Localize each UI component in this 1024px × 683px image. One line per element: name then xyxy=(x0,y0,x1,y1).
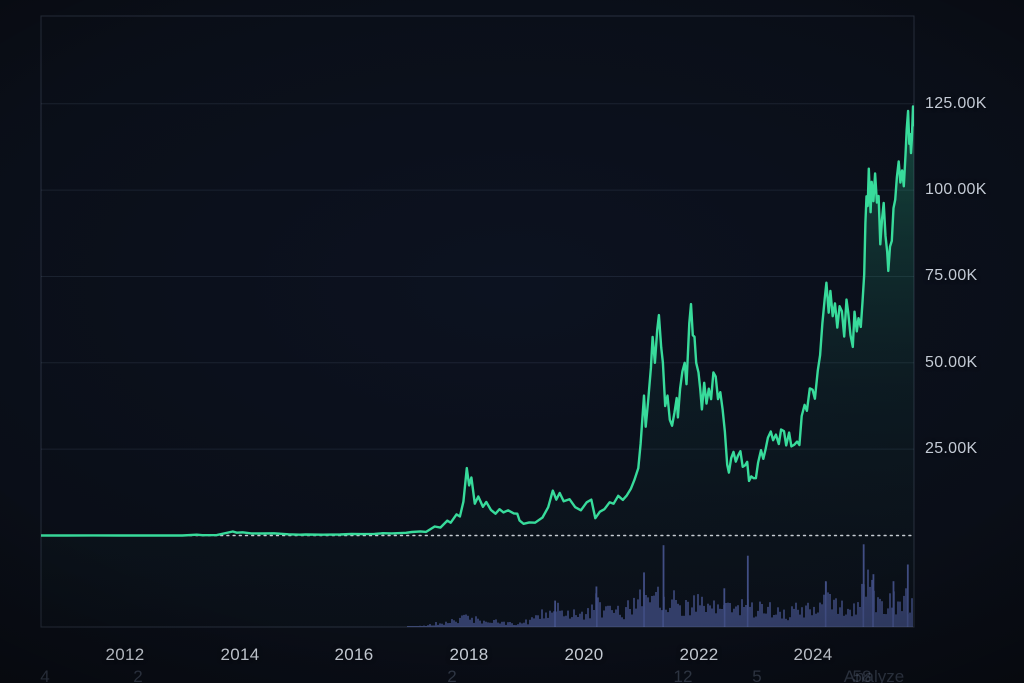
x-axis-tick-label: 2016 xyxy=(334,645,374,664)
footer-fragment-text: 12 xyxy=(673,667,693,683)
footer-fragment-text: 2 xyxy=(447,667,457,683)
x-axis-tick-label: 2024 xyxy=(793,645,833,664)
footer-fragment-text: 2 xyxy=(133,667,143,683)
x-axis-tick-label: 2022 xyxy=(679,645,719,664)
y-axis-tick-label: 125.00K xyxy=(925,95,987,112)
y-axis-tick-label: 100.00K xyxy=(925,181,987,198)
x-axis-tick-label: 2012 xyxy=(105,645,145,664)
x-axis-tick-label: 2014 xyxy=(220,645,260,664)
y-axis-tick-label: 25.00K xyxy=(925,440,978,457)
x-axis-tick-label: 2020 xyxy=(564,645,604,664)
x-axis-tick-label: 2018 xyxy=(449,645,489,664)
footer-fragment-text: 4 xyxy=(40,667,50,683)
footer-fragment-text: 5 xyxy=(752,667,762,683)
footer-fragment-text: 58 xyxy=(852,667,872,683)
y-axis-tick-label: 50.00K xyxy=(925,354,978,371)
footer-fragment-text: Analyze xyxy=(843,667,905,683)
y-axis-tick-label: 75.00K xyxy=(925,267,978,284)
